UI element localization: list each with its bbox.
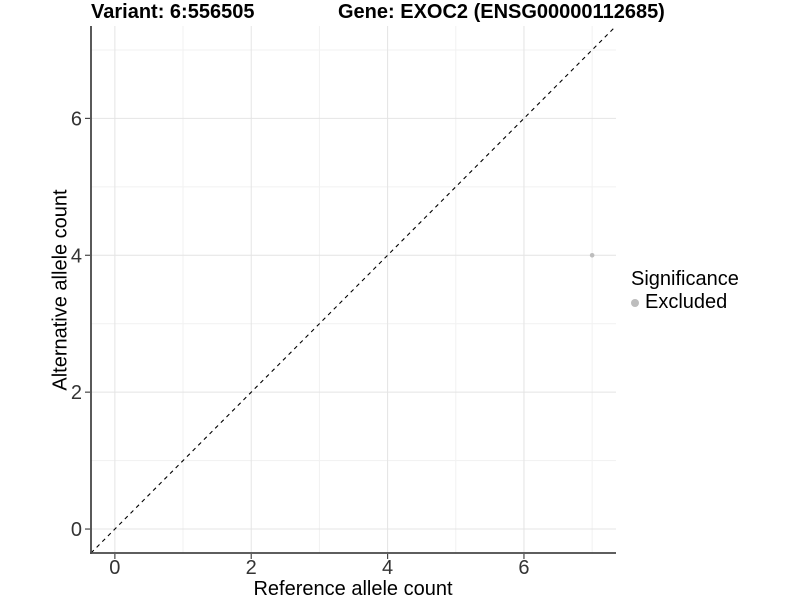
plot-title-variant: Variant: 6:556505 bbox=[91, 1, 255, 23]
x-tick-label: 6 bbox=[518, 557, 529, 579]
plot-title-gene: Gene: EXOC2 (ENSG00000112685) bbox=[338, 1, 665, 23]
legend-point-icon bbox=[631, 298, 639, 307]
x-tick-label: 2 bbox=[246, 557, 257, 579]
x-axis-title: Reference allele count bbox=[253, 578, 453, 600]
y-tick-label: 2 bbox=[71, 382, 82, 404]
legend: Significance Excluded bbox=[631, 268, 739, 314]
y-tick-label: 4 bbox=[71, 245, 82, 267]
x-tick-label: 4 bbox=[382, 557, 393, 579]
y-tick-label: 6 bbox=[71, 108, 82, 130]
legend-item-excluded: Excluded bbox=[631, 291, 739, 314]
y-axis-title: Alternative allele count bbox=[49, 189, 72, 391]
data-point bbox=[589, 252, 595, 258]
identity-line bbox=[90, 25, 617, 554]
x-tick-label: 0 bbox=[109, 557, 120, 579]
legend-item-label: Excluded bbox=[645, 291, 728, 313]
y-tick-label: 0 bbox=[71, 519, 82, 541]
legend-title: Significance bbox=[631, 268, 739, 290]
